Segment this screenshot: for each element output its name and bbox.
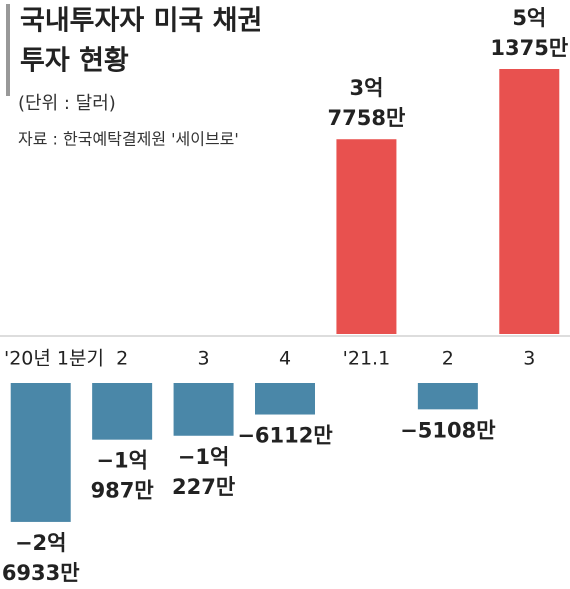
- bar: [92, 383, 153, 440]
- value-label: 5억: [512, 6, 546, 30]
- value-label: −1억: [178, 445, 230, 469]
- bar: [10, 383, 71, 522]
- source: 자료 : 한국예탁결제원 '세이브로': [18, 130, 239, 149]
- bar: [336, 139, 397, 334]
- value-label: −5108만: [400, 418, 495, 442]
- value-label: 6933만: [2, 561, 80, 585]
- x-tick-label: 3: [198, 348, 210, 370]
- subtitle: (단위 : 달러): [18, 93, 116, 114]
- x-tick-label: 3: [523, 348, 535, 370]
- value-label: 3억: [349, 76, 383, 100]
- x-tick-label: 2: [116, 348, 128, 370]
- value-label: 987만: [91, 479, 154, 503]
- value-label: −2억: [15, 531, 67, 555]
- value-label: 7758만: [328, 106, 406, 130]
- value-label: 1375만: [490, 36, 568, 60]
- x-tick-label: 4: [279, 348, 291, 370]
- x-tick-label: '21.1: [343, 348, 391, 370]
- bar: [255, 383, 315, 415]
- title-accent: [6, 4, 10, 96]
- value-label: 227만: [172, 475, 235, 499]
- chart-title: 투자 현황: [20, 46, 129, 77]
- chart-title: 국내투자자 미국 채권: [20, 6, 262, 37]
- value-label: −1억: [96, 449, 148, 473]
- bar: [173, 383, 234, 436]
- x-tick-label: 2: [442, 348, 454, 370]
- value-label: −6112만: [237, 424, 332, 448]
- bar: [499, 69, 560, 334]
- x-tick-label: '20년 1분기: [4, 348, 104, 370]
- bar: [417, 383, 478, 410]
